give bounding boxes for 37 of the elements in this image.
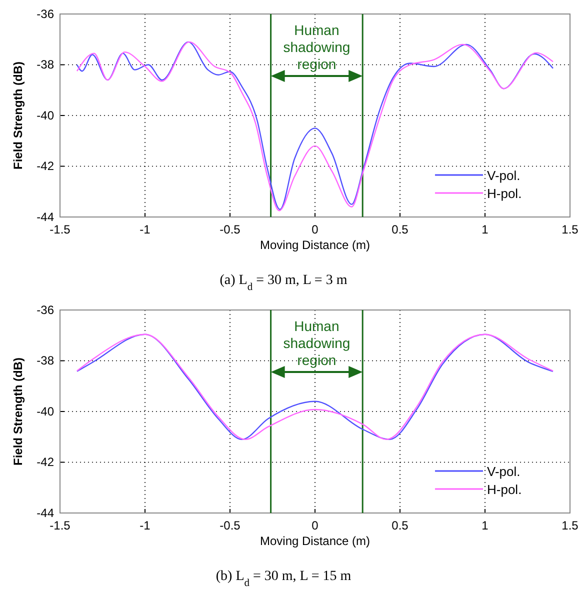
x-tick-label: -0.5 (220, 222, 241, 237)
legend-label: H-pol. (487, 482, 522, 497)
y-tick-label: -44 (36, 506, 54, 520)
y-tick-label: -40 (36, 404, 54, 418)
x-tick-label: 0 (312, 518, 319, 533)
x-tick-label: 1 (482, 222, 489, 237)
x-tick-label: 1.5 (562, 518, 579, 533)
text: (a) L$_{d}$ = 30 m, L = 3 m (220, 273, 348, 292)
x-axis-title: Moving Distance (m) (260, 534, 370, 548)
x-tick-label: -1 (140, 518, 151, 533)
text: (b) L$_{d}$ = 30 m, L = 15 m (216, 569, 352, 588)
y-tick-label: -38 (36, 58, 54, 72)
x-tick-label: -1.5 (50, 518, 71, 533)
x-tick-label: 1 (482, 518, 489, 533)
y-tick-label: -36 (36, 6, 54, 21)
y-tick-label: -42 (36, 455, 54, 470)
legend-label: V-pol. (487, 168, 520, 183)
y-tick-label: -40 (36, 108, 54, 122)
y-tick-label: -38 (36, 354, 54, 368)
x-tick-label: -0.5 (220, 518, 241, 533)
line-series (76, 334, 554, 440)
y-axis-title: Field Strength (dB) (11, 62, 25, 170)
legend-label: H-pol. (487, 186, 522, 201)
x-tick-label: 1.5 (562, 222, 579, 237)
y-tick-label: -44 (36, 210, 54, 224)
legend-label: V-pol. (487, 464, 520, 479)
x-tick-label: 0.5 (392, 518, 409, 533)
annotation: Human shadowing region (283, 318, 350, 368)
x-tick-label: 0.5 (392, 222, 409, 237)
x-tick-label: -1 (140, 222, 151, 237)
x-tick-label: 0 (312, 222, 319, 237)
x-tick-label: -1.5 (50, 222, 71, 237)
annotation: Human shadowing region (283, 22, 350, 72)
y-tick-label: -42 (36, 159, 54, 174)
x-axis-title: Moving Distance (m) (260, 238, 370, 252)
y-axis-title: Field Strength (dB) (11, 358, 25, 466)
y-tick-label: -36 (36, 302, 54, 317)
